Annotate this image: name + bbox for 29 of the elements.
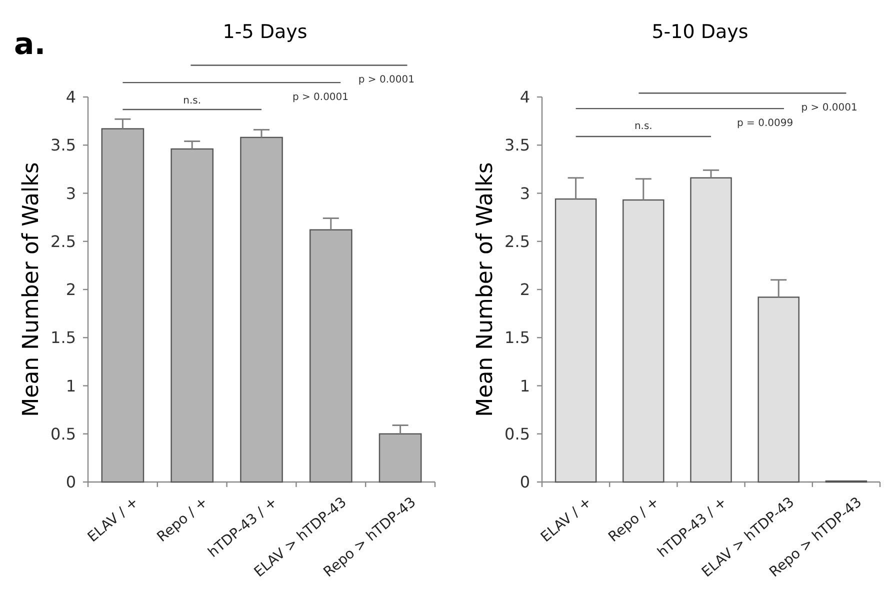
y-tick-label: 3.5 xyxy=(50,136,76,155)
y-tick-label: 0 xyxy=(66,472,76,492)
chart-title: 5-10 Days xyxy=(652,21,748,43)
annotation: p > 0.0001 xyxy=(801,102,858,114)
y-tick-label: 0.5 xyxy=(504,424,530,444)
y-tick-label: 3 xyxy=(66,184,76,203)
y-tick-label: 3.5 xyxy=(504,136,530,155)
y-tick-label: 2.5 xyxy=(504,232,530,251)
annotation: n.s. xyxy=(634,120,652,132)
y-tick-label: 4 xyxy=(520,88,530,107)
text: p > 0.0001 xyxy=(358,74,414,86)
y-tick-label: 2 xyxy=(520,280,530,300)
y-tick-label: 2 xyxy=(66,280,76,300)
annotation: p > 0.0001 xyxy=(292,92,349,103)
y-tick-label: 1.5 xyxy=(50,328,76,348)
y-axis-title: Mean Number of Walks xyxy=(19,162,44,417)
chart-title: 1-5 Days xyxy=(222,21,308,43)
y-tick-label: 1 xyxy=(520,376,530,396)
y-tick-label: 1.5 xyxy=(504,328,530,348)
y-tick-label: 1 xyxy=(66,376,76,396)
annotation: n.s. xyxy=(183,96,202,107)
annotation: p = 0.0099 xyxy=(737,118,794,129)
text: a. xyxy=(14,27,46,62)
y-tick-label: 0.5 xyxy=(50,424,76,444)
y-axis-title: Mean Number of Walks xyxy=(473,162,498,417)
y-tick-label: 4 xyxy=(66,88,76,107)
y-tick-label: 0 xyxy=(520,472,530,492)
y-tick-label: 2.5 xyxy=(50,232,76,251)
y-tick-label: 3 xyxy=(520,184,530,203)
